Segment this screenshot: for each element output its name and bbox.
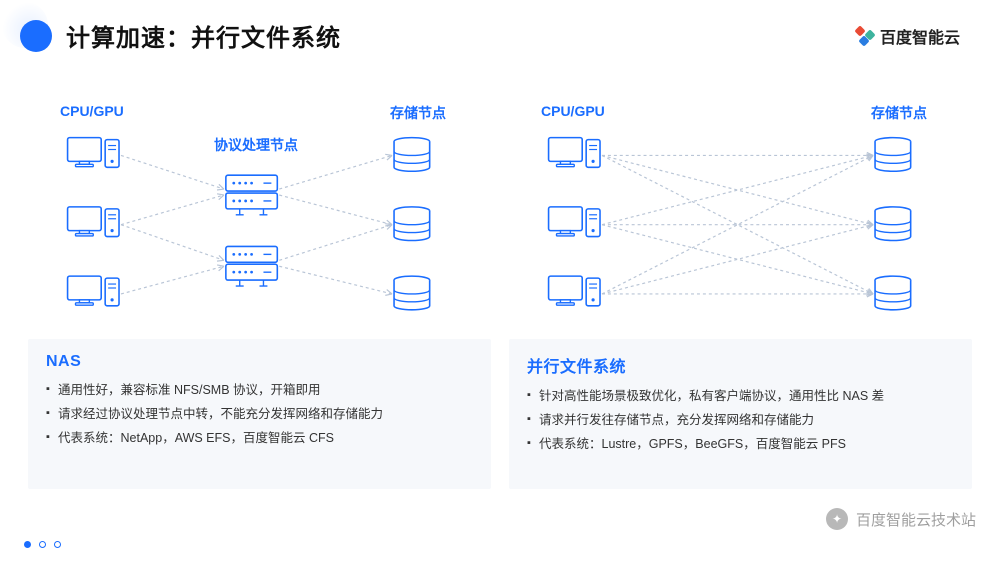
brand-block: 百度智能云 — [856, 24, 960, 48]
watermark: ✦ 百度智能云技术站 — [826, 508, 976, 530]
edge-arrow — [121, 265, 224, 294]
title-block: 计算加速：并行文件系统 — [20, 18, 341, 53]
edge-arrow — [279, 154, 392, 189]
edge-arrow — [279, 266, 392, 295]
brand-text: 百度智能云 — [880, 24, 960, 48]
pager-dot[interactable] — [54, 541, 61, 548]
computer-icon — [68, 138, 119, 168]
server-icon — [226, 175, 277, 215]
storage-icon — [394, 138, 430, 172]
pager-dot[interactable] — [39, 541, 46, 548]
edge-arrow — [279, 224, 392, 261]
watermark-text: 百度智能云技术站 — [856, 509, 976, 530]
storage-icon — [875, 138, 911, 172]
desc-item: 通用性好，兼容标准 NFS/SMB 协议，开箱即用 — [46, 379, 473, 403]
storage-icon — [394, 276, 430, 310]
edge-arrow — [602, 222, 873, 228]
panel-pfs: CPU/GPU 存储节点 并行文件系统 针对高性能场景极致优化，私有客户端协议，… — [509, 67, 972, 489]
storage-icon — [875, 207, 911, 241]
desc-list: 针对高性能场景极致优化，私有客户端协议，通用性比 NAS 差 请求并行发往存储节… — [527, 385, 954, 456]
wechat-icon: ✦ — [826, 508, 848, 530]
diagram-svg — [509, 67, 972, 325]
title-bullet-icon — [20, 20, 52, 52]
server-icon — [226, 246, 277, 286]
desc-pfs: 并行文件系统 针对高性能场景极致优化，私有客户端协议，通用性比 NAS 差 请求… — [509, 339, 972, 489]
computer-icon — [68, 207, 119, 237]
edge-arrow — [279, 195, 392, 226]
edge-arrow — [602, 155, 873, 294]
desc-title: 并行文件系统 — [527, 353, 954, 377]
desc-item: 代表系统：NetApp，AWS EFS，百度智能云 CFS — [46, 427, 473, 451]
desc-list: 通用性好，兼容标准 NFS/SMB 协议，开箱即用 请求经过协议处理节点中转，不… — [46, 379, 473, 450]
computer-icon — [68, 276, 119, 306]
edge-arrow — [602, 152, 873, 158]
diagram-nas: CPU/GPU 协议处理节点 存储节点 — [28, 67, 491, 325]
panel-nas: CPU/GPU 协议处理节点 存储节点 NAS 通用性好，兼容标准 NFS/SM… — [28, 67, 491, 489]
brand-logo-icon — [856, 27, 874, 45]
diagram-pfs: CPU/GPU 存储节点 — [509, 67, 972, 325]
desc-title: NAS — [46, 353, 473, 371]
storage-icon — [875, 276, 911, 310]
desc-item: 请求并行发往存储节点，充分发挥网络和存储能力 — [527, 409, 954, 433]
desc-nas: NAS 通用性好，兼容标准 NFS/SMB 协议，开箱即用 请求经过协议处理节点… — [28, 339, 491, 489]
diagram-svg — [28, 67, 491, 325]
computer-icon — [549, 138, 600, 168]
desc-item: 请求经过协议处理节点中转，不能充分发挥网络和存储能力 — [46, 403, 473, 427]
storage-icon — [394, 207, 430, 241]
computer-icon — [549, 207, 600, 237]
pager-dots — [24, 541, 61, 548]
edge-arrow — [121, 155, 224, 190]
edge-arrow — [121, 194, 224, 225]
slide-header: 计算加速：并行文件系统 百度智能云 — [0, 0, 1000, 63]
panels-row: CPU/GPU 协议处理节点 存储节点 NAS 通用性好，兼容标准 NFS/SM… — [0, 63, 1000, 489]
edge-arrow — [121, 225, 224, 261]
edge-arrow — [602, 155, 873, 294]
desc-item: 针对高性能场景极致优化，私有客户端协议，通用性比 NAS 差 — [527, 385, 954, 409]
slide-title: 计算加速：并行文件系统 — [66, 18, 341, 53]
edge-arrow — [602, 291, 873, 297]
desc-item: 代表系统：Lustre，GPFS，BeeGFS，百度智能云 PFS — [527, 433, 954, 457]
pager-dot[interactable] — [24, 541, 31, 548]
computer-icon — [549, 276, 600, 306]
